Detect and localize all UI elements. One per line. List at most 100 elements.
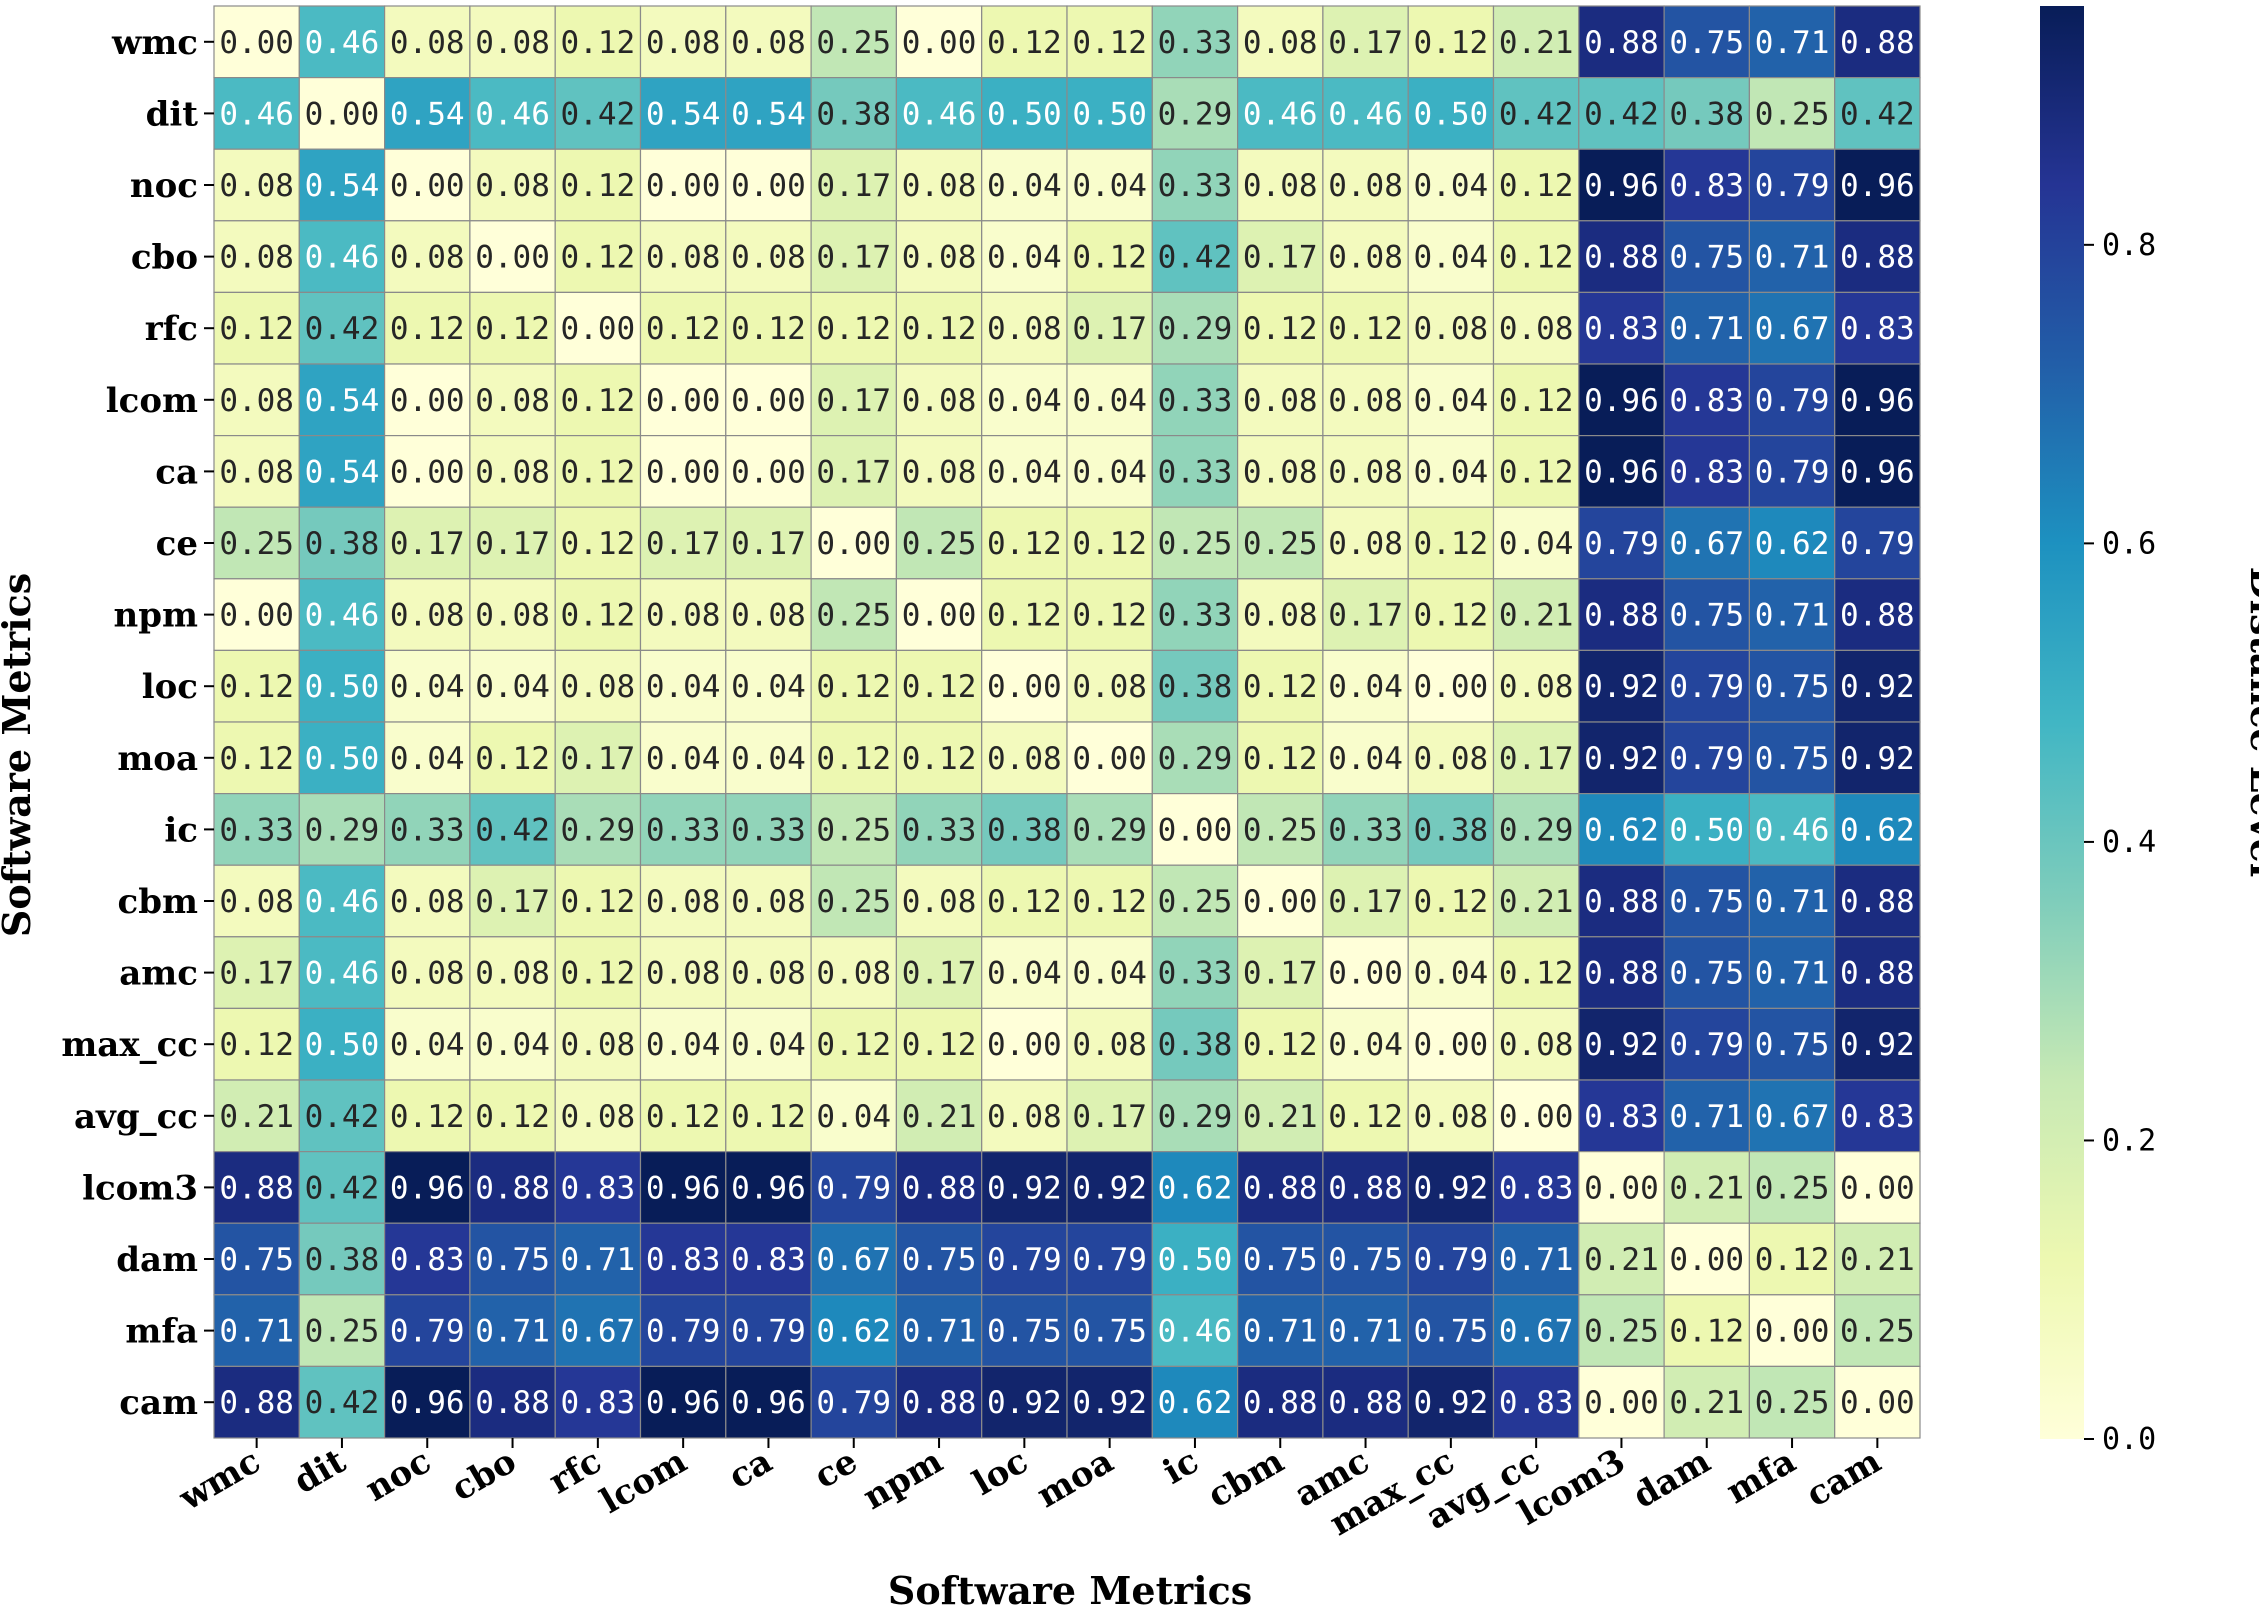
cell-value-label: 0.92 <box>1840 1027 1915 1063</box>
heatmap-cell <box>1151 5 1239 79</box>
cell-value-label: 0.38 <box>1414 812 1489 848</box>
heatmap-cell <box>298 1150 386 1224</box>
cell-value-label: 0.54 <box>390 96 465 132</box>
heatmap-cell <box>1322 1150 1409 1224</box>
cell-value-label: 0.67 <box>816 1242 891 1278</box>
heatmap-cell <box>639 578 727 651</box>
heatmap-cell <box>554 148 642 222</box>
heatmap-cell <box>469 1222 556 1296</box>
cell-value-label: 0.25 <box>1584 1314 1659 1350</box>
heatmap-cell <box>1578 220 1665 294</box>
cell-value-label: 0.38 <box>987 812 1062 848</box>
cell-value-label: 0.08 <box>646 240 721 276</box>
heatmap-cell <box>298 578 386 651</box>
heatmap-cell <box>1663 76 1750 150</box>
cell-value-label: 0.17 <box>816 454 891 490</box>
cell-value-label: 0.25 <box>1755 1170 1830 1206</box>
cell-value-label: 0.54 <box>731 96 806 132</box>
heatmap-cell <box>1578 1007 1665 1081</box>
cell-value-label: 0.75 <box>1669 884 1744 920</box>
heatmap-cell <box>213 936 300 1009</box>
heatmap-cell <box>895 1007 983 1081</box>
cell-value-label: 0.00 <box>646 168 721 204</box>
cell-value-label: 0.12 <box>1499 454 1574 490</box>
cell-value-label: 0.12 <box>1243 311 1318 347</box>
cell-value-label: 0.33 <box>902 812 977 848</box>
heatmap-cell <box>554 291 642 365</box>
heatmap-cell <box>1236 721 1324 795</box>
cell-value-label: 0.04 <box>1414 383 1489 419</box>
cell-value-label: 0.79 <box>1669 669 1744 705</box>
cell-value-label: 0.17 <box>1243 240 1318 276</box>
cell-value-label: 0.08 <box>731 240 806 276</box>
heatmap-cell <box>1834 936 1921 1009</box>
heatmap-cell <box>554 76 642 150</box>
heatmap-cell <box>725 506 812 580</box>
heatmap-cell <box>1322 435 1409 508</box>
cell-value-label: 0.17 <box>731 526 806 562</box>
heatmap-cell <box>1066 76 1153 150</box>
cell-value-label: 0.00 <box>731 383 806 419</box>
cell-value-label: 0.33 <box>1158 598 1233 634</box>
cell-value-label: 0.04 <box>1328 669 1403 705</box>
heatmap-cell <box>384 5 471 79</box>
heatmap-cell <box>1407 578 1495 651</box>
heatmap-cell <box>1066 435 1153 508</box>
heatmap-cell <box>981 1079 1068 1153</box>
heatmap-cell <box>384 1150 471 1224</box>
heatmap-cell <box>1748 721 1836 795</box>
cell-value-label: 0.00 <box>987 1027 1062 1063</box>
cell-value-label: 0.12 <box>561 884 636 920</box>
cell-value-label: 0.92 <box>987 1385 1062 1421</box>
cell-value-label: 0.79 <box>731 1314 806 1350</box>
heatmap-cell <box>1578 721 1665 795</box>
cell-value-label: 0.04 <box>475 1027 550 1063</box>
heatmap-cell <box>1407 1150 1495 1224</box>
heatmap-cell <box>1663 721 1750 795</box>
heatmap-cell <box>1322 1079 1409 1153</box>
cell-value-label: 0.08 <box>987 741 1062 777</box>
heatmap-cell <box>1663 363 1750 437</box>
cell-value-label: 0.88 <box>475 1385 550 1421</box>
cell-value-label: 0.96 <box>390 1385 465 1421</box>
cell-value-label: 0.00 <box>305 96 380 132</box>
cell-value-label: 0.71 <box>1669 311 1744 347</box>
cell-value-label: 0.12 <box>1072 526 1147 562</box>
cell-value-label: 0.04 <box>646 1027 721 1063</box>
cell-value-label: 0.83 <box>1584 1099 1659 1135</box>
heatmap-cell <box>1066 506 1153 580</box>
cell-value-label: 0.04 <box>987 956 1062 992</box>
y-tick-labels: wmc dit noc cbo rfc lcom ca ce npm loc moa ic cbm amc… <box>61 23 214 1423</box>
cell-value-label: 0.46 <box>1243 96 1318 132</box>
cell-value-label: 0.12 <box>1414 25 1489 61</box>
cell-value-label: 0.00 <box>219 598 294 634</box>
heatmap-cell <box>469 936 556 1009</box>
heatmap-cell <box>725 721 812 795</box>
cell-value-label: 0.79 <box>1755 168 1830 204</box>
heatmap-cell <box>1492 1007 1580 1081</box>
heatmap-cell <box>981 792 1068 866</box>
cell-value-label: 0.12 <box>219 311 294 347</box>
cell-value-label: 0.42 <box>305 1170 380 1206</box>
cell-value-label: 0.46 <box>902 96 977 132</box>
cell-value-label: 0.17 <box>816 383 891 419</box>
heatmap-cell <box>554 792 642 866</box>
cell-value-label: 0.83 <box>561 1385 636 1421</box>
cell-value-label: 0.54 <box>305 168 380 204</box>
cell-value-label: 0.00 <box>390 454 465 490</box>
heatmap-cell <box>1151 506 1239 580</box>
heatmap-cell <box>725 1150 812 1224</box>
heatmap-cell <box>810 5 897 79</box>
colorbar-tick-label: 0.6 <box>2102 526 2156 561</box>
cell-value-label: 0.08 <box>1328 168 1403 204</box>
cell-value-label: 0.71 <box>1755 25 1830 61</box>
heatmap-cell <box>725 578 812 651</box>
cell-value-label: 0.17 <box>1243 956 1318 992</box>
heatmap-cell <box>1236 649 1324 723</box>
cell-value-label: 0.92 <box>1584 741 1659 777</box>
heatmap-cell <box>1748 291 1836 365</box>
heatmap-cell <box>895 76 983 150</box>
cell-value-label: 0.96 <box>1840 454 1915 490</box>
cell-value-label: 0.00 <box>1243 884 1318 920</box>
heatmap-cell <box>1236 1150 1324 1224</box>
